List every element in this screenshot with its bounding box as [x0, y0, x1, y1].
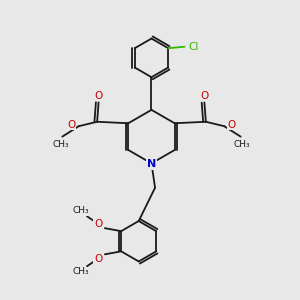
Text: O: O: [94, 91, 103, 101]
Text: O: O: [228, 120, 236, 130]
Text: O: O: [67, 120, 75, 130]
Text: O: O: [94, 219, 102, 229]
Text: CH₃: CH₃: [73, 267, 89, 276]
Text: CH₃: CH₃: [73, 206, 89, 215]
Text: CH₃: CH₃: [52, 140, 69, 148]
Text: N: N: [147, 159, 156, 169]
Text: O: O: [94, 254, 102, 264]
Text: CH₃: CH₃: [234, 140, 250, 148]
Text: O: O: [200, 91, 208, 101]
Text: Cl: Cl: [188, 42, 199, 52]
